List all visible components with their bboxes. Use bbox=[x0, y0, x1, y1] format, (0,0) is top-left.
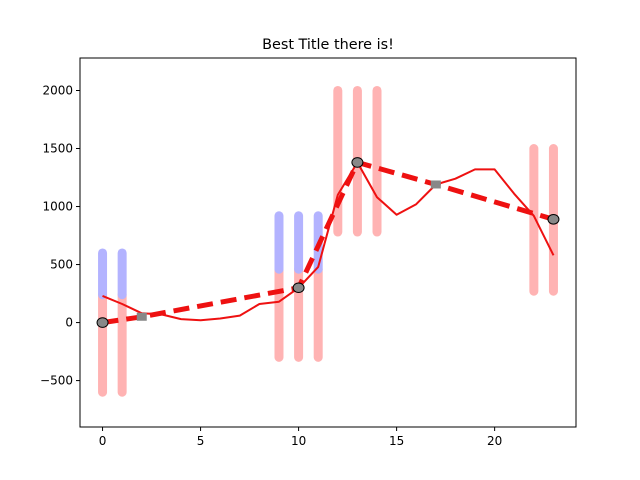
series-lines bbox=[102, 159, 555, 326]
x-tick-label: 0 bbox=[99, 434, 107, 448]
circle-marker bbox=[547, 213, 560, 225]
square-marker bbox=[430, 180, 441, 189]
y-tick-label: 500 bbox=[50, 258, 73, 272]
series-line-dashed bbox=[102, 159, 555, 326]
x-tick-label: 15 bbox=[389, 434, 404, 448]
circle-marker bbox=[96, 317, 109, 328]
square-marker bbox=[136, 312, 147, 321]
circle-marker bbox=[292, 282, 305, 294]
plot-frame bbox=[79, 57, 577, 428]
x-axis: 0 5 10 15 20 bbox=[99, 427, 502, 448]
x-tick-label: 20 bbox=[487, 434, 502, 448]
y-tick-label: 1000 bbox=[42, 200, 73, 214]
series-markers bbox=[96, 157, 560, 328]
x-tick-label: 10 bbox=[291, 434, 306, 448]
y-tick-label: 0 bbox=[65, 316, 73, 330]
x-tick-label: 5 bbox=[197, 434, 205, 448]
y-tick-label: 1500 bbox=[42, 142, 73, 156]
series-line-solid bbox=[102, 161, 555, 322]
circle-marker bbox=[351, 157, 364, 168]
y-tick-label: 2000 bbox=[42, 83, 73, 97]
y-axis: −500 0 500 1000 1500 2000 bbox=[40, 83, 80, 388]
chart-title: Best Title there is! bbox=[262, 37, 394, 53]
y-tick-label: −500 bbox=[40, 374, 73, 388]
